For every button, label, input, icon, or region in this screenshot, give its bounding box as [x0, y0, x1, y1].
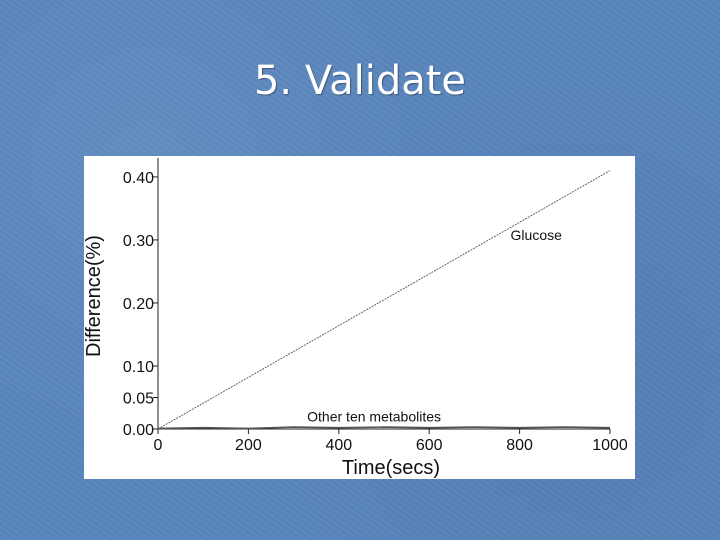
series-line-other-ten-metabolites: [157, 426, 611, 430]
y-tick-label: 0.05: [123, 390, 154, 407]
chart-panel: 0.00 0.05 0.10 0.20 0.30 0.40 0 200 400 600 800 10…: [84, 156, 635, 479]
x-tick-label: 200: [235, 437, 262, 454]
x-tick-label: 400: [325, 437, 352, 454]
x-tick-label: 1000: [592, 437, 628, 454]
y-tick-label: 0.20: [123, 296, 154, 313]
y-tick-label: 0.00: [123, 422, 154, 439]
x-tick-label: 600: [416, 437, 443, 454]
y-tick-label: 0.30: [123, 233, 154, 250]
x-axis-label: Time(secs): [342, 457, 440, 479]
slide-title: 5. Validate: [253, 58, 467, 104]
series-line-glucose: [157, 170, 611, 430]
x-tick-label: 800: [506, 437, 533, 454]
y-ticks: 0.00 0.05 0.10 0.20 0.30 0.40: [123, 170, 158, 439]
x-ticks: 0 200 400 600 800 1000: [154, 429, 628, 454]
y-tick-label: 0.40: [123, 170, 154, 187]
y-tick-label: 0.10: [123, 359, 154, 376]
chart-axes: [157, 158, 610, 430]
annotation-label: Glucose: [511, 227, 563, 243]
annotation-label: Other ten metabolites: [307, 408, 441, 424]
y-axis-label: Difference(%): [84, 235, 105, 357]
difference-chart: 0.00 0.05 0.10 0.20 0.30 0.40 0 200 400 600 800 10…: [84, 158, 628, 479]
annotation-layer: Glucose Other ten metabolites: [307, 227, 562, 425]
x-tick-label: 0: [154, 437, 163, 454]
series-layer: [157, 170, 611, 430]
